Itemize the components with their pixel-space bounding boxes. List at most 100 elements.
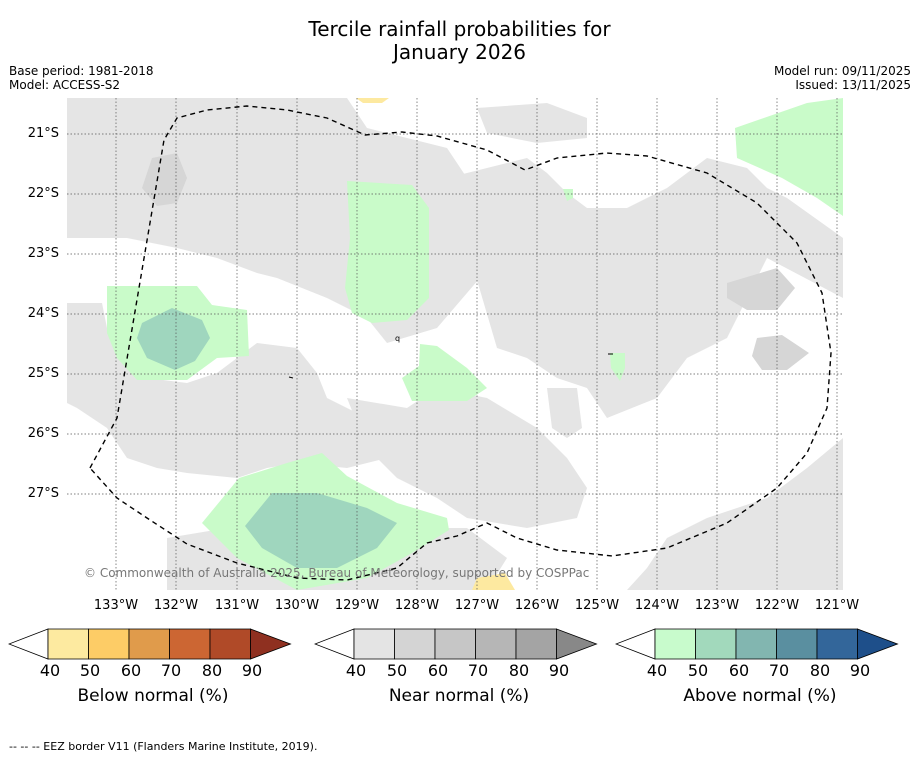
colorbar-over-triangle — [250, 628, 292, 660]
lon-label: 124°W — [634, 598, 680, 613]
colorbar-tick: 70 — [467, 661, 489, 680]
above-area-center — [402, 344, 487, 401]
lon-label: 133°W — [93, 598, 139, 613]
above-area-tiny-1 — [563, 189, 573, 201]
lon-label: 126°W — [514, 598, 560, 613]
near-normal-60 — [142, 153, 809, 370]
above-area-northeast — [735, 98, 843, 216]
lon-label: 129°W — [334, 598, 380, 613]
colorbar-above — [615, 628, 899, 660]
colorbar-tick: 60 — [120, 661, 142, 680]
colorbar-over-triangle — [857, 628, 899, 660]
lat-label: 25°S — [27, 366, 59, 381]
model-name: Model: ACCESS-S2 — [9, 78, 121, 92]
colorbar-block — [394, 628, 436, 660]
island-marker-1: q — [395, 334, 400, 343]
above-normal-areas — [107, 98, 843, 590]
lon-label: 132°W — [153, 598, 199, 613]
below-area-north — [356, 98, 389, 103]
colorbar-block — [776, 628, 818, 660]
lon-label: 131°W — [214, 598, 260, 613]
below-normal-areas — [356, 98, 515, 590]
colorbar-over-triangle — [556, 628, 598, 660]
lon-label: 125°W — [574, 598, 620, 613]
lon-label: 128°W — [394, 598, 440, 613]
colorbar-block — [169, 628, 211, 660]
above60-southwest — [245, 493, 397, 568]
meta-left: Base period: 1981-2018 Model: ACCESS-S2 — [9, 64, 154, 92]
graticule — [67, 98, 843, 590]
lon-label: 121°W — [814, 598, 860, 613]
colorbar-tick: 50 — [79, 661, 101, 680]
colorbar-tick: 70 — [768, 661, 790, 680]
above-area-center-north — [345, 181, 429, 323]
colorbar-near — [314, 628, 598, 660]
title-line-2: January 2026 — [392, 40, 527, 64]
colorbar-block — [88, 628, 130, 660]
eez-footer-note: -- -- -- EEZ border V11 (Flanders Marine… — [9, 740, 318, 753]
colorbar-block — [654, 628, 696, 660]
lat-label: 27°S — [27, 486, 59, 501]
colorbar-tick: 50 — [687, 661, 709, 680]
colorbar-tick: 40 — [39, 661, 61, 680]
lon-label: 123°W — [694, 598, 740, 613]
colorbar-above-title: Above normal (%) — [683, 686, 837, 706]
lat-label: 23°S — [27, 246, 59, 261]
colorbar-block — [475, 628, 517, 660]
colorbar-below-title: Below normal (%) — [77, 686, 229, 706]
colorbar-tick: 60 — [427, 661, 449, 680]
map-svg: q — [67, 98, 843, 590]
model-run: Model run: 09/11/2025 — [773, 64, 911, 78]
copyright-text: © Commonwealth of Australia 2025, Bureau… — [84, 566, 590, 580]
base-period: Base period: 1981-2018 — [9, 64, 154, 78]
lon-label: 122°W — [754, 598, 800, 613]
colorbar-tick: 40 — [345, 661, 367, 680]
colorbar-tick: 70 — [160, 661, 182, 680]
lat-label: 21°S — [27, 126, 59, 141]
near60-east-1 — [727, 268, 795, 310]
colorbar-tick: 80 — [201, 661, 223, 680]
rainfall-map: q — [67, 98, 843, 590]
colorbar-under-triangle — [615, 628, 656, 660]
issued-date: Issued: 13/11/2025 — [795, 78, 911, 92]
colorbar-tick: 80 — [809, 661, 831, 680]
colorbar-tick: 90 — [548, 661, 570, 680]
colorbar-tick: 80 — [508, 661, 530, 680]
island-marker-3 — [288, 376, 294, 379]
colorbar-near-title: Near normal (%) — [388, 686, 530, 706]
colorbar-tick: 90 — [849, 661, 871, 680]
meta-right: Model run: 09/11/2025 Issued: 13/11/2025 — [774, 64, 911, 92]
colorbar-tick: 90 — [241, 661, 263, 680]
lon-label: 127°W — [454, 598, 500, 613]
colorbar-block — [434, 628, 476, 660]
colorbar-block — [735, 628, 777, 660]
above-normal-60 — [137, 308, 397, 568]
eez-border — [89, 105, 832, 581]
colorbar-block — [816, 628, 858, 660]
title-line-1: Tercile rainfall probabilities for — [308, 17, 611, 41]
near-area-west — [67, 303, 387, 478]
colorbar-under-triangle — [8, 628, 49, 660]
colorbar-block — [47, 628, 89, 660]
colorbar-block — [353, 628, 395, 660]
colorbar-tick: 60 — [728, 661, 750, 680]
colorbar-below — [8, 628, 292, 660]
near60-east-2 — [752, 335, 809, 370]
near-area-northeast — [477, 103, 587, 143]
colorbar-tick: 50 — [386, 661, 408, 680]
colorbar-block — [515, 628, 557, 660]
above60-west — [137, 308, 210, 370]
below-area-south — [472, 573, 515, 590]
lon-label: 130°W — [274, 598, 320, 613]
colorbar-block — [209, 628, 251, 660]
colorbar-under-triangle — [314, 628, 355, 660]
colorbar-block — [128, 628, 170, 660]
colorbar-block — [695, 628, 737, 660]
lat-label: 26°S — [27, 426, 59, 441]
colorbar-tick: 40 — [646, 661, 668, 680]
lat-label: 22°S — [27, 186, 59, 201]
map-title: Tercile rainfall probabilities for Janua… — [0, 18, 919, 64]
near-area-center-south — [347, 388, 587, 528]
lat-label: 24°S — [27, 306, 59, 321]
near-area-southeast-blob — [547, 388, 582, 438]
